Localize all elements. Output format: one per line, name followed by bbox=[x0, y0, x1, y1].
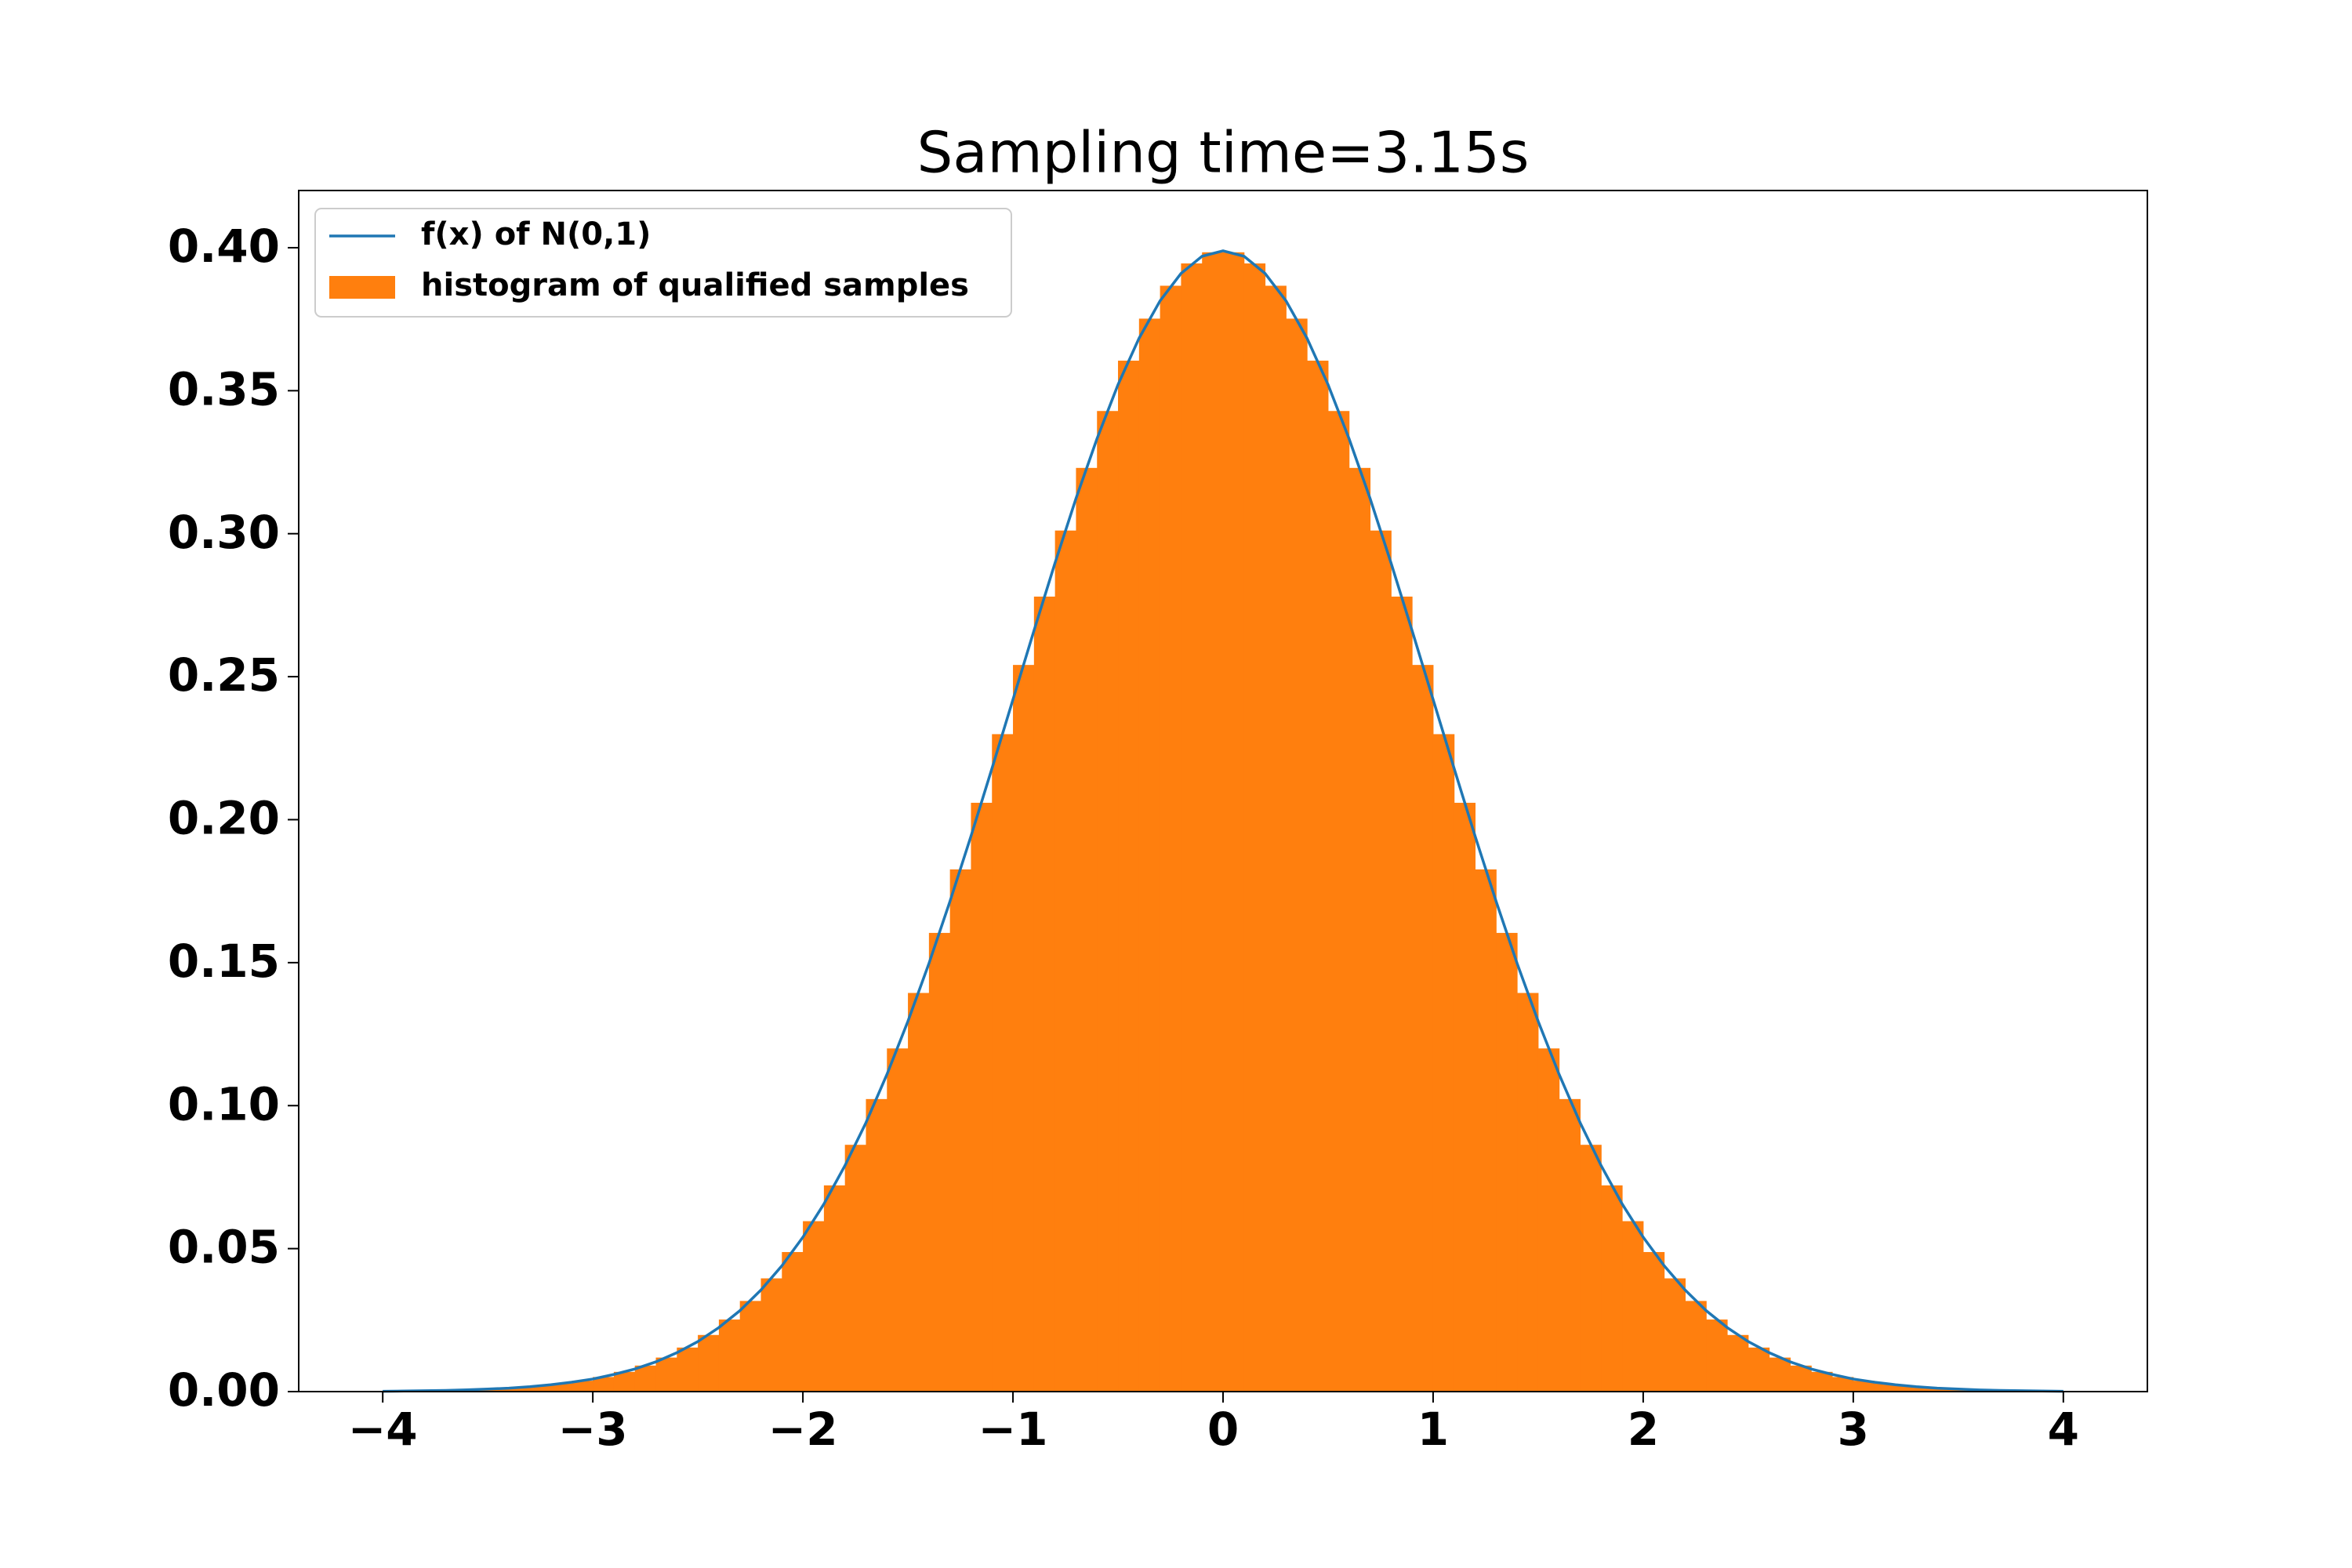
bar bbox=[1601, 1185, 1623, 1392]
bar bbox=[866, 1098, 887, 1392]
bar bbox=[1138, 318, 1161, 1392]
legend-label: f(x) of N(0,1) bbox=[421, 216, 651, 252]
bar bbox=[1790, 1365, 1812, 1392]
bar bbox=[887, 1048, 909, 1392]
bar bbox=[949, 869, 971, 1392]
bar bbox=[613, 1371, 636, 1392]
bar bbox=[1664, 1278, 1686, 1392]
bar bbox=[971, 802, 993, 1392]
bar bbox=[1642, 1251, 1665, 1392]
x-tick-label: 0 bbox=[1207, 1403, 1239, 1456]
bar bbox=[1223, 252, 1245, 1392]
bar bbox=[1307, 361, 1329, 1392]
bar bbox=[1412, 665, 1434, 1392]
bar bbox=[1054, 530, 1076, 1392]
bar bbox=[1454, 802, 1476, 1392]
bar bbox=[1832, 1377, 1854, 1392]
bar bbox=[1937, 1388, 1959, 1392]
y-tick-label: 0.05 bbox=[168, 1221, 280, 1274]
bar bbox=[677, 1347, 699, 1392]
bar bbox=[593, 1377, 615, 1392]
bar bbox=[1097, 411, 1119, 1392]
bar bbox=[1243, 263, 1266, 1392]
bar bbox=[1202, 252, 1224, 1392]
legend-label: histogram of qualified samples bbox=[421, 267, 969, 303]
bar bbox=[1916, 1387, 1938, 1392]
y-tick-label: 0.00 bbox=[168, 1363, 280, 1417]
bar bbox=[1895, 1385, 1917, 1392]
bar bbox=[1727, 1334, 1749, 1392]
bar bbox=[803, 1221, 825, 1392]
bar bbox=[739, 1301, 761, 1392]
bar bbox=[928, 932, 951, 1392]
bar bbox=[1517, 993, 1539, 1392]
bar bbox=[1348, 467, 1371, 1392]
bar bbox=[550, 1383, 572, 1392]
density-line bbox=[383, 249, 2063, 1393]
legend-patch bbox=[329, 276, 395, 299]
bar bbox=[1537, 1048, 1560, 1392]
bar bbox=[1160, 285, 1181, 1392]
bar bbox=[698, 1334, 720, 1392]
y-tick-label: 0.20 bbox=[168, 792, 280, 845]
bar bbox=[1748, 1347, 1770, 1392]
bar bbox=[1076, 467, 1098, 1392]
bar bbox=[1622, 1221, 1644, 1392]
y-tick-label: 0.30 bbox=[168, 506, 280, 559]
y-tick-label: 0.15 bbox=[168, 935, 280, 988]
bar bbox=[1391, 596, 1413, 1392]
bar bbox=[823, 1185, 846, 1392]
bar bbox=[844, 1145, 866, 1392]
x-tick-label: 1 bbox=[1417, 1403, 1449, 1456]
x-tick-label: −2 bbox=[768, 1403, 838, 1456]
bar bbox=[655, 1357, 677, 1392]
bar bbox=[488, 1388, 510, 1392]
bar bbox=[572, 1381, 593, 1392]
y-tick-label: 0.40 bbox=[168, 220, 280, 273]
chart-title: Sampling time=3.15s bbox=[917, 120, 1530, 186]
y-tick-label: 0.10 bbox=[168, 1077, 280, 1131]
bar bbox=[782, 1251, 804, 1392]
bar bbox=[1475, 869, 1497, 1392]
bar bbox=[1286, 318, 1308, 1392]
x-tick-label: −1 bbox=[978, 1403, 1048, 1456]
bar bbox=[992, 734, 1014, 1392]
bar bbox=[1706, 1319, 1728, 1392]
bar bbox=[1181, 263, 1203, 1392]
bar bbox=[718, 1319, 741, 1392]
x-tick-label: 4 bbox=[2048, 1403, 2079, 1456]
bar bbox=[1265, 285, 1287, 1392]
bar bbox=[1013, 665, 1035, 1392]
bar bbox=[508, 1387, 531, 1392]
bar bbox=[1874, 1383, 1896, 1392]
bar bbox=[1327, 411, 1350, 1392]
bar bbox=[1118, 361, 1140, 1392]
bar bbox=[1033, 596, 1056, 1392]
bar bbox=[1496, 932, 1518, 1392]
y-tick-label: 0.35 bbox=[168, 362, 280, 416]
bar bbox=[1811, 1371, 1833, 1392]
bar bbox=[1432, 734, 1455, 1392]
legend-box bbox=[314, 208, 1012, 318]
x-tick-label: 3 bbox=[1838, 1403, 1869, 1456]
bar bbox=[1559, 1098, 1581, 1392]
bar bbox=[634, 1365, 657, 1392]
bar bbox=[908, 993, 930, 1392]
bar bbox=[760, 1278, 782, 1392]
x-tick-label: −3 bbox=[558, 1403, 628, 1456]
x-tick-label: −4 bbox=[348, 1403, 418, 1456]
bar bbox=[1580, 1145, 1602, 1392]
x-tick-label: 2 bbox=[1628, 1403, 1659, 1456]
y-tick-label: 0.25 bbox=[168, 648, 280, 702]
bar bbox=[1370, 530, 1392, 1392]
bar bbox=[1685, 1301, 1707, 1392]
bar bbox=[529, 1385, 552, 1392]
bar bbox=[1769, 1357, 1791, 1392]
bar bbox=[1853, 1381, 1875, 1392]
